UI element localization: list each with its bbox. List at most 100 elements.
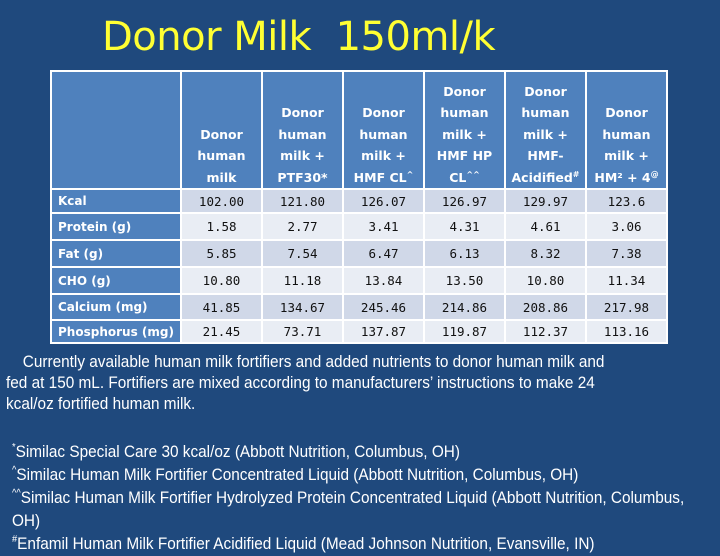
table-cell: 11.18 [263, 268, 342, 293]
column-header-hmf-acidified: Donor human milk + HMF- Acidified# [506, 72, 585, 188]
column-header-line: milk + [361, 148, 406, 163]
table-cell: 208.86 [506, 295, 585, 319]
footnote: *Similac Special Care 30 kcal/oz (Abbott… [12, 441, 700, 464]
column-header-footnote-mark: # [572, 169, 580, 179]
footnote: ^^Similac Human Milk Fortifier Hydrolyze… [12, 487, 700, 533]
column-header-line: Donor [281, 105, 324, 120]
column-header-line: milk + [523, 126, 568, 142]
column-header-line: milk + [280, 148, 325, 163]
table-cell: 134.67 [263, 295, 342, 319]
footnote-mark: ^ [12, 465, 17, 476]
table-row: Kcal 102.00 121.80 126.07 126.97 129.97 … [52, 190, 666, 212]
table-cell: 4.31 [425, 214, 504, 239]
table-cell: 137.87 [344, 321, 423, 342]
table-row: Fat (g) 5.85 7.54 6.47 6.13 8.32 7.38 [52, 241, 666, 266]
column-header-footnote-mark: @ [650, 169, 659, 179]
table-cell: 1.58 [182, 214, 261, 239]
nutrient-table: Donor human milk Donor human milk + PTF30* Do… [50, 70, 668, 344]
column-header-line: CL [449, 169, 467, 185]
column-header-footnote-mark: ^^ [466, 169, 480, 179]
row-label: Kcal [52, 190, 180, 212]
caption-line: fed at 150 mL. Fortifiers are mixed acco… [6, 374, 595, 392]
table-cell: 112.37 [506, 321, 585, 342]
table-header-row: Donor human milk Donor human milk + PTF30* Do… [52, 72, 666, 188]
row-label: CHO (g) [52, 268, 180, 293]
table-cell: 21.45 [182, 321, 261, 342]
row-label: Protein (g) [52, 214, 180, 239]
column-header-line: human [197, 148, 246, 163]
column-header-hmf-hp-cl: Donor human milk + HMF HP CL^^ [425, 72, 504, 188]
table-row: Calcium (mg) 41.85 134.67 245.46 214.86 … [52, 295, 666, 319]
column-header-line: Donor [524, 83, 567, 99]
slide-title: Donor Milk 150ml/k [102, 14, 496, 60]
table-cell: 73.71 [263, 321, 342, 342]
table-row: Protein (g) 1.58 2.77 3.41 4.31 4.61 3.0… [52, 214, 666, 239]
column-header-line: HM² + 4 [594, 169, 651, 185]
table-cell: 5.85 [182, 241, 261, 266]
footnote: ^Similac Human Milk Fortifier Concentrat… [12, 464, 700, 487]
table-cell: 3.41 [344, 214, 423, 239]
table-cell: 41.85 [182, 295, 261, 319]
table-caption: Currently available human milk fortifier… [6, 352, 668, 415]
column-header-line: human [440, 105, 489, 120]
footnote-text: Similac Human Milk Fortifier Concentrate… [16, 466, 579, 484]
table-cell: 129.97 [506, 190, 585, 212]
column-header-donor-milk: Donor human milk [182, 72, 261, 188]
footnote-text: Similac Human Milk Fortifier Hydrolyzed … [12, 489, 685, 530]
table-cell: 10.80 [506, 268, 585, 293]
table-cell: 126.07 [344, 190, 423, 212]
table-cell: 13.50 [425, 268, 504, 293]
table-cell: 217.98 [587, 295, 666, 319]
table-row: CHO (g) 10.80 11.18 13.84 13.50 10.80 11… [52, 268, 666, 293]
table-cell: 6.13 [425, 241, 504, 266]
column-header-line: HMF- [527, 148, 564, 163]
column-header-ptf30: Donor human milk + PTF30* [263, 72, 342, 188]
column-header-line: milk [206, 169, 237, 185]
caption-line: Currently available human milk fortifier… [22, 353, 605, 371]
footnote-text: Enfamil Human Milk Fortifier Acidified L… [17, 535, 595, 553]
row-label: Phosphorus (mg) [52, 321, 180, 342]
column-header-line: human [521, 105, 570, 120]
column-header-hm2-4: Donor human milk + HM² + 4@ [587, 72, 666, 188]
row-label: Calcium (mg) [52, 295, 180, 319]
column-header-line: Donor [200, 126, 243, 142]
column-header-line: human [359, 126, 408, 142]
table-cell: 6.47 [344, 241, 423, 266]
header-corner-cell [52, 72, 180, 188]
table-cell: 8.32 [506, 241, 585, 266]
table-cell: 123.6 [587, 190, 666, 212]
column-header-line: Donor [605, 105, 648, 120]
table-cell: 121.80 [263, 190, 342, 212]
column-header-line: Acidified [511, 169, 573, 185]
table-cell: 113.16 [587, 321, 666, 342]
row-label: Fat (g) [52, 241, 180, 266]
table-cell: 7.38 [587, 241, 666, 266]
footnote-text: Similac Special Care 30 kcal/oz (Abbott … [15, 443, 460, 461]
table-cell: 11.34 [587, 268, 666, 293]
column-header-line: HMF CL [353, 169, 407, 185]
table-cell: 245.46 [344, 295, 423, 319]
column-header-hmf-cl: Donor human milk + HMF CL^ [344, 72, 423, 188]
table-cell: 214.86 [425, 295, 504, 319]
table-cell: 7.54 [263, 241, 342, 266]
table-cell: 102.00 [182, 190, 261, 212]
table-row: Phosphorus (mg) 21.45 73.71 137.87 119.8… [52, 321, 666, 342]
column-header-line: PTF30* [277, 169, 328, 185]
footnotes: *Similac Special Care 30 kcal/oz (Abbott… [12, 441, 700, 556]
column-header-footnote-mark: ^ [406, 169, 414, 179]
column-header-line: human [602, 126, 651, 142]
footnote-mark: ^^ [12, 488, 21, 499]
column-header-line: human [278, 126, 327, 142]
table-cell: 126.97 [425, 190, 504, 212]
table-cell: 10.80 [182, 268, 261, 293]
column-header-line: Donor [362, 105, 405, 120]
footnote-mark: * [12, 442, 16, 453]
column-header-line: milk + [442, 126, 487, 142]
column-header-line: milk + [604, 148, 649, 163]
table-cell: 4.61 [506, 214, 585, 239]
caption-line: kcal/oz fortified human milk. [6, 395, 196, 413]
table-cell: 3.06 [587, 214, 666, 239]
column-header-line: Donor [443, 83, 486, 99]
table-cell: 2.77 [263, 214, 342, 239]
table-cell: 119.87 [425, 321, 504, 342]
